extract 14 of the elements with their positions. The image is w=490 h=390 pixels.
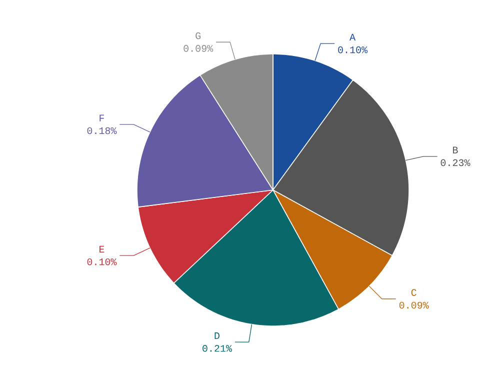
slice-label: A: [350, 34, 356, 40]
slice-label: E: [100, 246, 104, 252]
slice-label: D: [214, 332, 220, 340]
data-label: 0.18%: [87, 127, 117, 134]
data-label: 0.09%: [399, 302, 429, 309]
data-label: 0.10%: [338, 46, 368, 54]
data-label: 0.09%: [184, 45, 214, 52]
slice-label: G: [196, 32, 200, 40]
data-label: 0.23%: [440, 159, 470, 166]
slice-label: C: [411, 289, 416, 296]
data-label: 0.21%: [202, 344, 232, 352]
slice-label: B: [453, 146, 458, 154]
slice-label: F: [100, 114, 104, 122]
data-label: 0.10%: [87, 258, 117, 266]
